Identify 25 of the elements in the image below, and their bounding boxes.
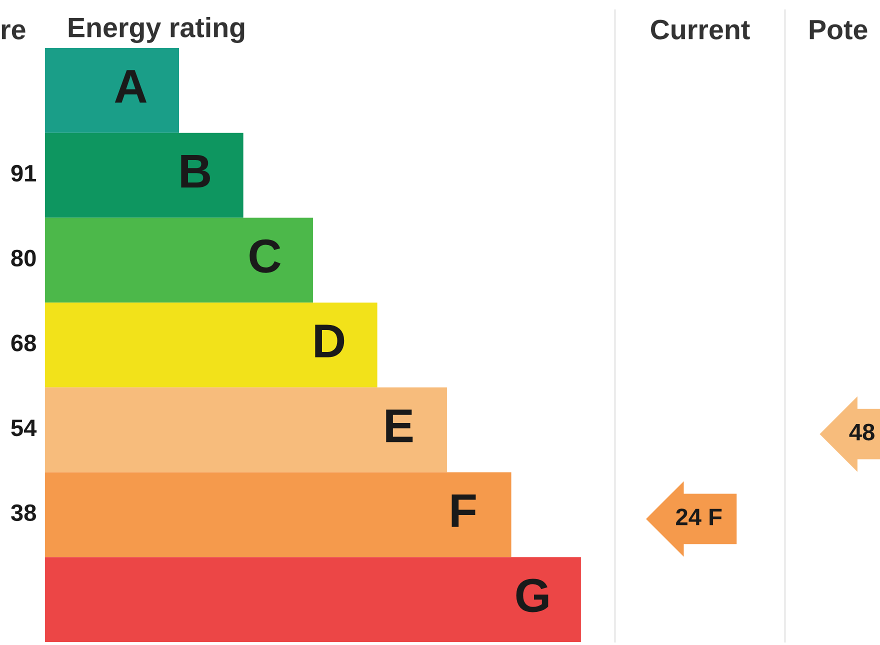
y-tick-label: G [516, 578, 548, 612]
chart-title: Energy rating [68, 16, 244, 44]
bar [45, 302, 378, 388]
text: Current [650, 20, 750, 40]
y-tick-label: D [315, 324, 344, 358]
bar [45, 48, 179, 133]
y-tick-label: E [386, 410, 413, 442]
text: 38 [10, 504, 36, 522]
text: 91 [11, 164, 36, 182]
text: 24 F [676, 508, 722, 526]
text: 48 [849, 424, 874, 440]
text: re [2, 24, 26, 40]
bar [45, 132, 244, 218]
bar [45, 218, 313, 303]
text: Pote [810, 20, 868, 40]
bar [45, 387, 447, 472]
y-tick-label: B [181, 155, 210, 188]
y-tick-label: C [250, 239, 281, 273]
text: 68 [11, 334, 36, 352]
y-tick-label: F [452, 494, 476, 527]
bar [45, 557, 581, 642]
bar [45, 472, 512, 558]
text: 54 [11, 420, 37, 436]
y-tick-label: A [114, 70, 147, 103]
text: 80 [11, 250, 36, 266]
